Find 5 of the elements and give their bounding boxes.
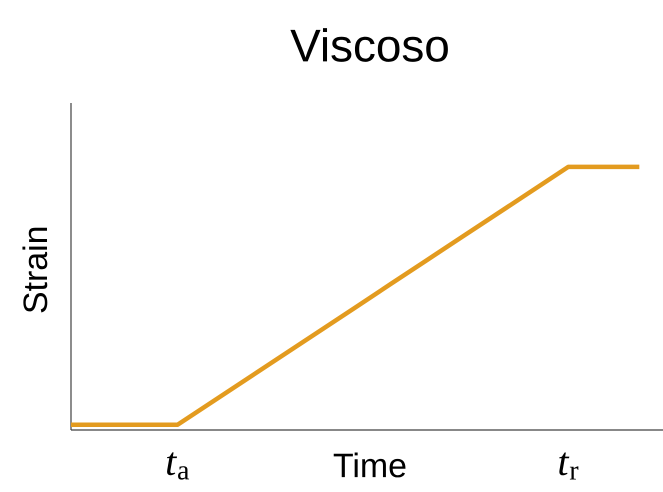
y-axis-title: Strain — [22, 228, 48, 312]
x-tick-label: t$_{a}$ — [166, 452, 190, 480]
chart-title: Viscoso — [290, 28, 448, 62]
x-tick-label: t$_{r}$ — [559, 452, 578, 480]
x-axis-title: Time — [334, 452, 406, 478]
